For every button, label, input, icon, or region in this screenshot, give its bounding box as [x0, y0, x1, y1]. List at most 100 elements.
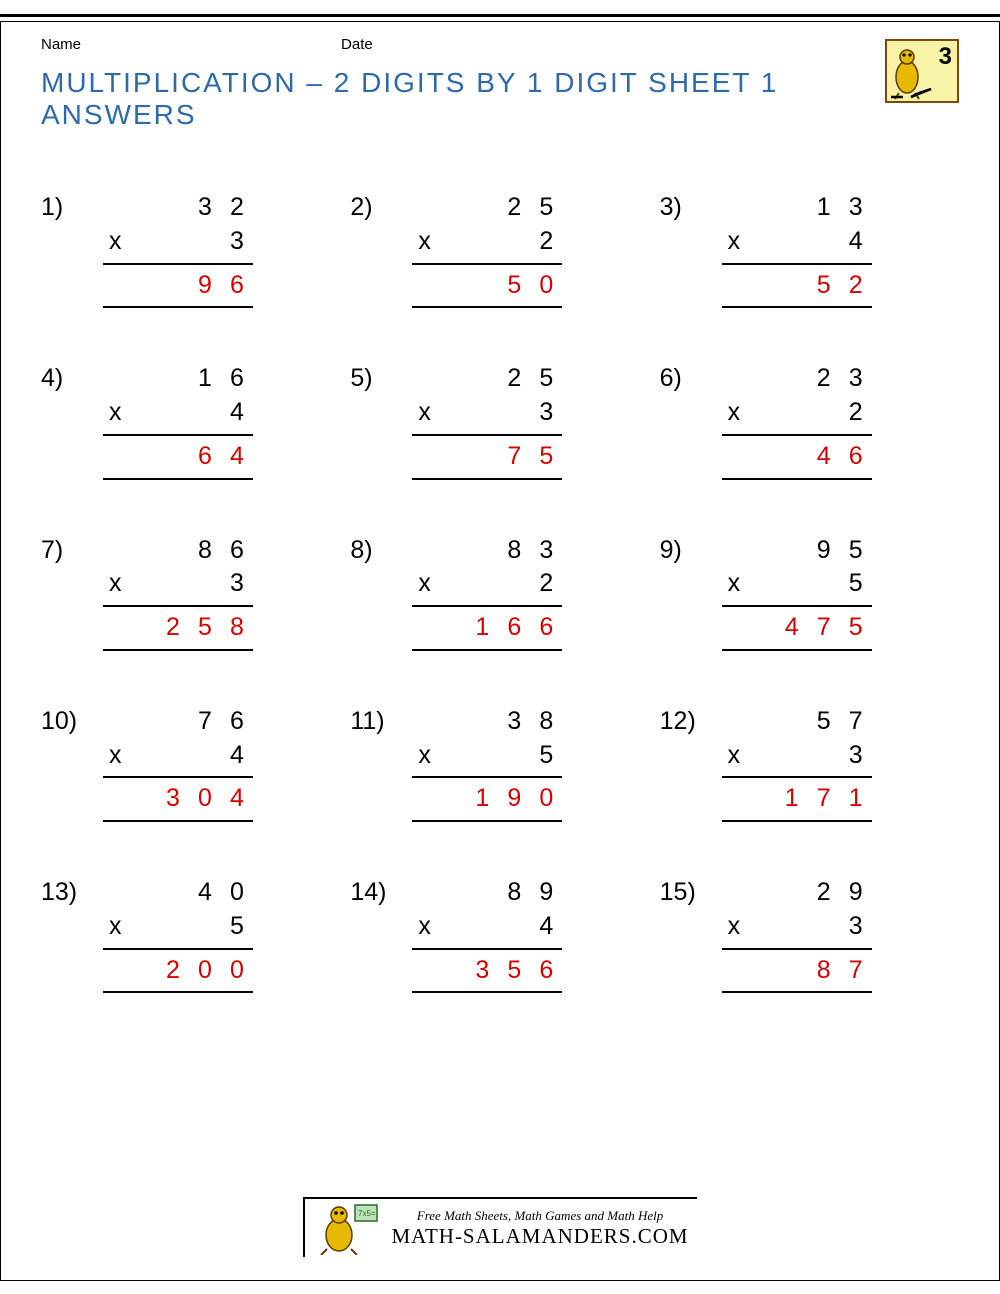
- answer-digit: 2: [157, 611, 189, 645]
- digit: 2: [498, 191, 530, 225]
- rule: [412, 820, 562, 822]
- digit: 4: [221, 739, 253, 773]
- answer-digit: 5: [498, 954, 530, 988]
- multiplicand-row: 25: [412, 362, 562, 396]
- digit: 5: [530, 191, 562, 225]
- answer-digit: 1: [776, 782, 808, 816]
- digit: [498, 396, 530, 430]
- worksheet-page: Name Date MULTIPLICATION – 2 DIGITS BY 1…: [0, 21, 1000, 1281]
- rule: [103, 820, 253, 822]
- digit: 6: [221, 705, 253, 739]
- answer-digit: 0: [221, 954, 253, 988]
- operator: x: [412, 567, 498, 601]
- digit: 2: [221, 191, 253, 225]
- answer-digit: 6: [530, 611, 562, 645]
- multiplier-row: x2: [412, 567, 562, 601]
- digit: [189, 567, 221, 601]
- answer-digit: 2: [157, 954, 189, 988]
- digit: [808, 567, 840, 601]
- digit: [189, 739, 221, 773]
- digit: 4: [530, 910, 562, 944]
- rule: [103, 263, 253, 265]
- digit: 7: [189, 705, 221, 739]
- problem: 14)89x4356: [350, 876, 649, 997]
- answer-row: 52: [722, 269, 872, 303]
- rule: [722, 820, 872, 822]
- problem-stack: 25x250: [412, 191, 562, 312]
- problem: 10)76x4304: [41, 705, 340, 826]
- answer-row: 46: [722, 440, 872, 474]
- digit: 6: [221, 362, 253, 396]
- digit: 9: [530, 876, 562, 910]
- operator: x: [412, 225, 498, 259]
- rule: [412, 991, 562, 993]
- rule: [103, 306, 253, 308]
- problem-number: 15): [660, 876, 722, 907]
- multiplicand-row: 40: [103, 876, 253, 910]
- digit: 2: [530, 225, 562, 259]
- digit: 2: [808, 362, 840, 396]
- digit: 7: [840, 705, 872, 739]
- operator: x: [722, 910, 808, 944]
- problem-number: 4): [41, 362, 103, 393]
- problem-number: 5): [350, 362, 412, 393]
- rule: [412, 478, 562, 480]
- top-rule: [0, 14, 1000, 17]
- digit: 2: [498, 362, 530, 396]
- operator: x: [412, 910, 498, 944]
- rule: [412, 605, 562, 607]
- rule: [722, 776, 872, 778]
- answer-digit: 1: [840, 782, 872, 816]
- digit: [776, 534, 808, 568]
- digit: [157, 191, 189, 225]
- answer-row: 64: [103, 440, 253, 474]
- digit: [157, 876, 189, 910]
- answer-digit: 7: [840, 954, 872, 988]
- multiplicand-row: 76: [103, 705, 253, 739]
- answer-digit: [466, 269, 498, 303]
- footer-text: Free Math Sheets, Math Games and Math He…: [391, 1208, 688, 1249]
- digit: 6: [221, 534, 253, 568]
- multiplier-row: x5: [722, 567, 872, 601]
- rule: [722, 948, 872, 950]
- name-label: Name: [41, 36, 81, 53]
- meta-row: Name Date: [41, 32, 959, 61]
- answer-row: 87: [722, 954, 872, 988]
- answer-digit: [776, 269, 808, 303]
- problem-stack: 57x3171: [722, 705, 872, 826]
- answer-row: 96: [103, 269, 253, 303]
- digit: [157, 362, 189, 396]
- operator: x: [103, 910, 189, 944]
- answer-digit: [776, 440, 808, 474]
- multiplicand-row: 13: [722, 191, 872, 225]
- problem-stack: 86x3258: [103, 534, 253, 655]
- digit: 5: [221, 910, 253, 944]
- answer-digit: 4: [221, 782, 253, 816]
- svg-text:7x5=: 7x5=: [358, 1209, 376, 1218]
- problem-stack: 25x375: [412, 362, 562, 483]
- answer-digit: [157, 269, 189, 303]
- salamander-icon: [889, 43, 933, 101]
- answer-row: 75: [412, 440, 562, 474]
- answer-row: 171: [722, 782, 872, 816]
- multiplicand-row: 89: [412, 876, 562, 910]
- multiplicand-row: 29: [722, 876, 872, 910]
- digit: 4: [189, 876, 221, 910]
- digit: [157, 705, 189, 739]
- digit: 3: [221, 225, 253, 259]
- digit: 3: [189, 191, 221, 225]
- multiplier-row: x5: [103, 910, 253, 944]
- digit: 9: [840, 876, 872, 910]
- digit: 4: [221, 396, 253, 430]
- problem: 1)32x396: [41, 191, 340, 312]
- operator: x: [722, 396, 808, 430]
- operator: x: [412, 739, 498, 773]
- answer-digit: 0: [189, 782, 221, 816]
- answer-digit: 4: [221, 440, 253, 474]
- rule: [722, 605, 872, 607]
- answer-digit: 4: [776, 611, 808, 645]
- multiplier-row: x4: [722, 225, 872, 259]
- digit: 3: [498, 705, 530, 739]
- answer-digit: 1: [466, 782, 498, 816]
- problem: 4)16x464: [41, 362, 340, 483]
